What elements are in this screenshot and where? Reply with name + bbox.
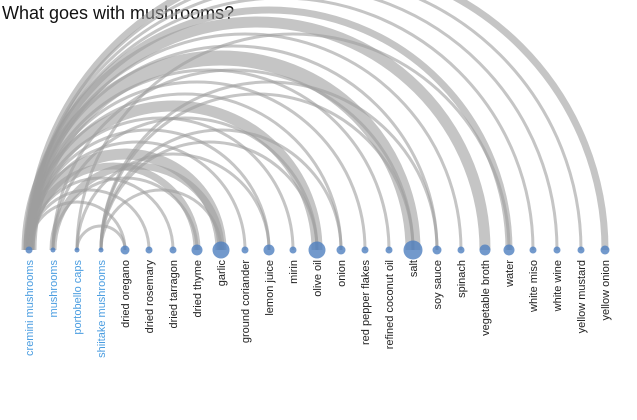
label-dried-rosemary: dried rosemary — [144, 260, 156, 334]
label-white-wine: white wine — [552, 260, 564, 312]
node-vegetable-broth[interactable] — [479, 244, 491, 256]
node-water[interactable] — [503, 244, 515, 256]
node-circles — [25, 240, 610, 260]
node-portobello-caps[interactable] — [74, 247, 80, 253]
node-red-pepper-flakes[interactable] — [361, 246, 369, 254]
label-yellow-onion: yellow onion — [600, 260, 612, 321]
label-onion: onion — [336, 260, 348, 287]
node-ground-coriander[interactable] — [241, 246, 249, 254]
arc-portobello-caps-dried-oregano — [75, 224, 127, 251]
chart-title: What goes with mushrooms? — [2, 3, 235, 23]
node-dried-oregano[interactable] — [120, 245, 130, 255]
node-cremini-mushrooms[interactable] — [25, 246, 33, 254]
node-soy-sauce[interactable] — [432, 245, 442, 255]
label-dried-oregano: dried oregano — [120, 260, 132, 328]
label-mushrooms: mushrooms — [48, 260, 60, 318]
node-white-wine[interactable] — [553, 246, 561, 254]
label-refined-coconut-oil: refined coconut oil — [384, 260, 396, 349]
label-yellow-mustard: yellow mustard — [576, 260, 588, 333]
label-dried-thyme: dried thyme — [192, 260, 204, 317]
node-shiitake-mushrooms[interactable] — [98, 247, 104, 253]
node-spinach[interactable] — [457, 246, 465, 254]
label-olive-oil: olive oil — [312, 260, 324, 297]
node-labels: cremini mushrooms mushrooms portobello cap… — [24, 260, 612, 358]
label-portobello-caps: portobello caps — [72, 260, 84, 335]
node-salt[interactable] — [403, 240, 423, 260]
arc-mushrooms-dried-thyme — [51, 176, 199, 251]
node-yellow-mustard[interactable] — [577, 246, 585, 254]
label-garlic: garlic — [216, 260, 228, 287]
arc-mushrooms-olive-oil — [51, 116, 319, 251]
node-refined-coconut-oil[interactable] — [385, 246, 393, 254]
node-mirin[interactable] — [289, 246, 297, 254]
arc-shiitake-mushrooms-olive-oil — [99, 140, 319, 251]
node-yellow-onion[interactable] — [600, 245, 610, 255]
label-cremini-mushrooms: cremini mushrooms — [24, 260, 36, 356]
label-water: water — [504, 260, 516, 288]
arc-portobello-caps-lemon-juice — [75, 152, 271, 251]
node-dried-rosemary[interactable] — [145, 246, 153, 254]
label-dried-tarragon: dried tarragon — [168, 260, 180, 329]
node-mushrooms[interactable] — [50, 247, 56, 253]
label-mirin: mirin — [288, 260, 300, 284]
node-dried-thyme[interactable] — [191, 244, 203, 256]
node-white-miso[interactable] — [529, 246, 537, 254]
arc-links — [21, 0, 609, 251]
node-lemon-juice[interactable] — [263, 244, 275, 256]
label-soy-sauce: soy sauce — [432, 260, 444, 310]
arc-shiitake-mushrooms-garlic — [99, 188, 223, 251]
node-olive-oil[interactable] — [308, 241, 326, 259]
label-shiitake-mushrooms: shiitake mushrooms — [96, 260, 108, 358]
label-vegetable-broth: vegetable broth — [480, 260, 492, 336]
node-onion[interactable] — [336, 245, 346, 255]
node-garlic[interactable] — [212, 241, 230, 259]
label-ground-coriander: ground coriander — [240, 260, 252, 344]
label-white-miso: white miso — [528, 260, 540, 313]
node-dried-tarragon[interactable] — [169, 246, 177, 254]
arc-cremini-mushrooms-dried-oregano — [27, 200, 127, 251]
label-lemon-juice: lemon juice — [264, 260, 276, 316]
label-red-pepper-flakes: red pepper flakes — [360, 260, 372, 345]
label-salt: salt — [408, 260, 420, 277]
label-spinach: spinach — [456, 260, 468, 298]
